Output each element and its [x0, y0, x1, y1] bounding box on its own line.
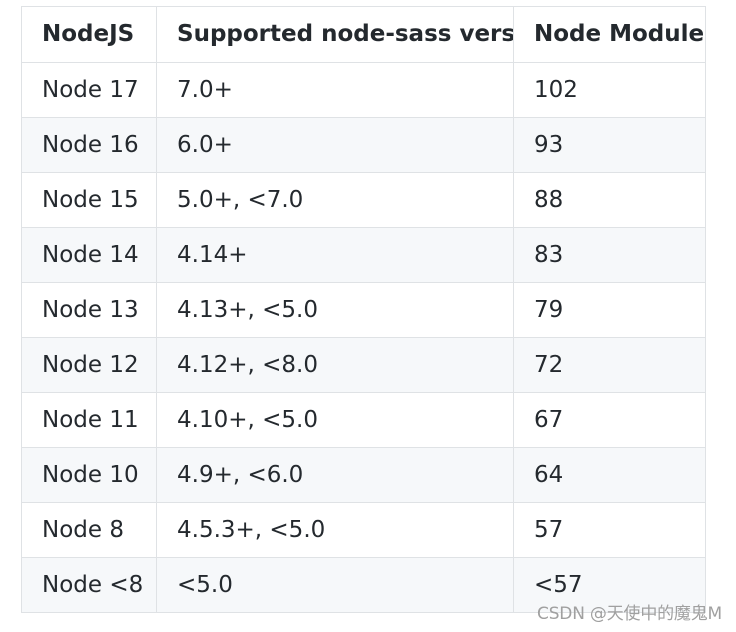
cell-node-sass-version: 4.9+, <6.0 — [156, 447, 514, 503]
cell-node-sass-version: <5.0 — [156, 557, 514, 613]
cell-nodejs: Node 12 — [21, 337, 157, 393]
header-node-module: Node Module — [513, 6, 706, 63]
cell-node-sass-version: 7.0+ — [156, 62, 514, 118]
cell-node-module: 83 — [513, 227, 706, 283]
table-row: Node 16 6.0+ 93 — [21, 117, 706, 173]
cell-node-sass-version: 4.5.3+, <5.0 — [156, 502, 514, 558]
cell-node-sass-version: 4.14+ — [156, 227, 514, 283]
cell-node-sass-version: 4.10+, <5.0 — [156, 392, 514, 448]
table-row: Node 14 4.14+ 83 — [21, 227, 706, 283]
cell-nodejs: Node <8 — [21, 557, 157, 613]
cell-node-module: 79 — [513, 282, 706, 338]
cell-nodejs: Node 17 — [21, 62, 157, 118]
cell-node-module: 88 — [513, 172, 706, 228]
cell-node-sass-version: 5.0+, <7.0 — [156, 172, 514, 228]
cell-nodejs: Node 10 — [21, 447, 157, 503]
table-header: NodeJS Supported node-sass version Node … — [21, 6, 706, 63]
table-row: Node 13 4.13+, <5.0 79 — [21, 282, 706, 338]
table-row: Node <8 <5.0 <57 — [21, 557, 706, 613]
cell-nodejs: Node 13 — [21, 282, 157, 338]
cell-node-sass-version: 4.13+, <5.0 — [156, 282, 514, 338]
table-row: Node 17 7.0+ 102 — [21, 62, 706, 118]
cell-node-sass-version: 6.0+ — [156, 117, 514, 173]
cell-node-module: 67 — [513, 392, 706, 448]
compatibility-table-container: NodeJS Supported node-sass version Node … — [21, 6, 706, 613]
table-body: Node 17 7.0+ 102 Node 16 6.0+ 93 Node 15… — [21, 62, 706, 613]
cell-node-module: <57 — [513, 557, 706, 613]
header-row: NodeJS Supported node-sass version Node … — [21, 6, 706, 63]
cell-nodejs: Node 16 — [21, 117, 157, 173]
header-node-sass-version: Supported node-sass version — [156, 6, 514, 63]
cell-node-module: 93 — [513, 117, 706, 173]
cell-node-module: 57 — [513, 502, 706, 558]
table-row: Node 8 4.5.3+, <5.0 57 — [21, 502, 706, 558]
table-row: Node 15 5.0+, <7.0 88 — [21, 172, 706, 228]
csdn-watermark: CSDN @天使中的魔鬼M — [537, 604, 722, 624]
table-row: Node 11 4.10+, <5.0 67 — [21, 392, 706, 448]
cell-node-sass-version: 4.12+, <8.0 — [156, 337, 514, 393]
cell-node-module: 72 — [513, 337, 706, 393]
cell-nodejs: Node 11 — [21, 392, 157, 448]
table-row: Node 12 4.12+, <8.0 72 — [21, 337, 706, 393]
cell-nodejs: Node 14 — [21, 227, 157, 283]
table-row: Node 10 4.9+, <6.0 64 — [21, 447, 706, 503]
header-nodejs: NodeJS — [21, 6, 157, 63]
cell-nodejs: Node 15 — [21, 172, 157, 228]
cell-nodejs: Node 8 — [21, 502, 157, 558]
cell-node-module: 102 — [513, 62, 706, 118]
node-sass-compatibility-table: NodeJS Supported node-sass version Node … — [21, 6, 706, 613]
cell-node-module: 64 — [513, 447, 706, 503]
